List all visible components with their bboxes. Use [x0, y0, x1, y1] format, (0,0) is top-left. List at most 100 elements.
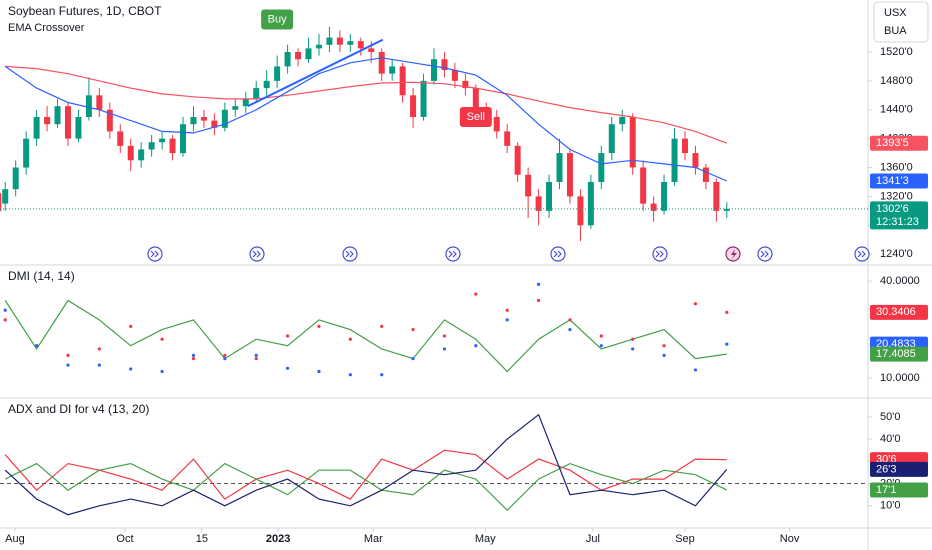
indicator-dot	[380, 324, 384, 328]
x-tick-label: Sep	[675, 533, 695, 545]
symbol-box[interactable]	[873, 1, 929, 43]
candle-body	[587, 181, 594, 226]
y-tick-label: 1320'0	[880, 190, 913, 202]
candle-body	[305, 48, 312, 60]
indicator-dot	[662, 344, 666, 348]
countdown-label: 12:31:23	[876, 216, 919, 228]
candle-body	[431, 59, 437, 81]
candle-body	[2, 189, 9, 204]
indicator-dot	[66, 363, 70, 367]
y-tick-label: 1360'0	[880, 161, 913, 173]
indicator-dot	[631, 347, 635, 351]
candle-body	[64, 106, 71, 139]
indicator-dot	[725, 342, 729, 346]
indicator-dot	[254, 353, 258, 357]
event-icon	[342, 246, 358, 262]
candle-body	[263, 80, 270, 89]
candle-body	[692, 153, 699, 168]
candle-body	[566, 153, 573, 197]
indicator-dot	[3, 308, 7, 312]
indicator-line	[4, 413, 728, 516]
indicator-dot	[474, 292, 478, 296]
price-tag-label: 17.4085	[876, 348, 916, 360]
y-tick-label: 1440'0	[880, 104, 913, 116]
candle-body	[106, 109, 113, 132]
price-tag	[870, 201, 928, 230]
indicator-line	[4, 299, 727, 373]
event-icon-arrows	[448, 250, 457, 258]
candle-body	[451, 70, 458, 81]
x-tick-label: May	[475, 533, 496, 545]
candle-body	[159, 138, 166, 143]
indicator-dot	[693, 302, 698, 306]
indicator-dot	[254, 357, 258, 361]
candle-body	[169, 138, 176, 154]
event-icon-ring	[757, 246, 773, 262]
plot-layer: 1240'01280'01320'01360'01400'01440'01480…	[0, 4, 928, 545]
event-icon-arrows	[760, 250, 769, 258]
candle-body	[577, 196, 584, 226]
price-tag-label: 1341'3	[876, 175, 909, 187]
price-tag-label: 17'1	[876, 484, 896, 496]
event-icon	[757, 246, 773, 262]
candle-body	[389, 66, 396, 74]
price-tag	[870, 482, 928, 498]
y-tick-label: 10.0000	[880, 372, 920, 384]
candle-body	[378, 51, 385, 74]
candle-body	[200, 116, 207, 121]
y-tick-label: 10'0	[880, 500, 900, 512]
indicator-dot	[160, 337, 164, 341]
trend-line	[247, 38, 384, 108]
event-icon-ring	[445, 246, 461, 262]
candle-body	[33, 116, 40, 139]
indicator-dot	[411, 327, 415, 332]
event-icon-arrows	[857, 250, 866, 258]
event-icon-ring	[147, 246, 163, 262]
indicator-dot	[348, 373, 352, 377]
indicator-dot	[191, 357, 196, 361]
indicator-dot	[285, 334, 290, 338]
x-tick-label: Jul	[586, 533, 600, 545]
indicator-dot	[223, 353, 227, 357]
candle-body	[462, 80, 469, 89]
candle-body	[190, 116, 197, 125]
event-icon-arrows	[150, 250, 159, 258]
event-icon	[652, 246, 668, 262]
candle-body	[336, 37, 343, 45]
candle-body	[54, 106, 61, 125]
y-tick-label: 1480'0	[880, 75, 913, 87]
event-icon-arrows	[345, 250, 354, 258]
indicator-dot	[725, 310, 729, 314]
candle-body	[357, 41, 364, 49]
indicator-dot	[317, 369, 321, 374]
signal-badge	[459, 106, 492, 127]
candle-body	[546, 181, 553, 211]
indicator-dot	[568, 327, 572, 332]
indicator-dot	[568, 318, 572, 322]
price-tag	[870, 135, 928, 151]
indicator-dot	[66, 353, 70, 357]
event-icon-ring	[342, 246, 358, 262]
indicator-dot	[129, 367, 133, 371]
candle-body	[127, 145, 134, 161]
price-tag	[870, 304, 928, 320]
candle-body	[556, 153, 563, 182]
candle-body	[493, 116, 500, 132]
candle-body	[640, 167, 647, 204]
price-tag-label: 1393'5	[876, 137, 909, 149]
y-tick-label: 50'0	[880, 411, 900, 423]
candle-body	[347, 41, 354, 45]
candle-body	[629, 116, 636, 168]
y-tick-label: 1520'0	[880, 46, 913, 58]
ema-line	[4, 57, 728, 182]
candle-body	[315, 44, 322, 49]
x-tick-label: 15	[196, 533, 208, 545]
indicator-dot	[599, 344, 603, 348]
x-tick-label: Nov	[780, 533, 800, 545]
y-tick-label: 40'0	[880, 433, 900, 445]
signal-label: Sell	[467, 111, 485, 123]
candle-body	[23, 138, 30, 168]
candle-body	[661, 181, 668, 211]
event-icon-ring	[249, 246, 265, 262]
